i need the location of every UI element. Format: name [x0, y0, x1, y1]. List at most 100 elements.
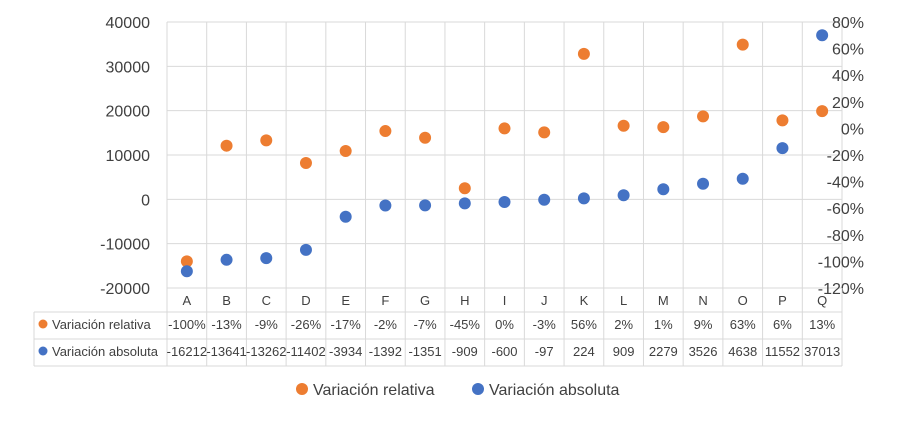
category-label: M: [658, 293, 669, 308]
table-value: 909: [613, 344, 635, 359]
category-label: Q: [817, 293, 827, 308]
point-relativa: [260, 134, 273, 147]
table-value: 4638: [728, 344, 757, 359]
table-value: -2%: [374, 317, 398, 332]
table-value: -13641: [206, 344, 246, 359]
primary-axis-ticks: 40000 30000 20000 10000 0 -10000 -20000: [100, 15, 150, 298]
table-value: -97: [535, 344, 554, 359]
table-value: -13%: [211, 317, 242, 332]
legend-item-relativa: Variación relativa: [296, 382, 435, 399]
table-value: -909: [452, 344, 478, 359]
legend-label-absoluta: Variación absoluta: [489, 382, 620, 399]
secondary-axis-tick-label: -80%: [827, 228, 864, 245]
data-table-values: -100% -13% -9% -26% -17% -2% -7% -45% 0% -3% 56% 2%…: [167, 317, 841, 359]
table-value: 6%: [773, 317, 792, 332]
point-relativa: [419, 131, 432, 144]
legend-item-absoluta: Variación absoluta: [472, 382, 620, 399]
point-relativa: [458, 182, 471, 195]
point-absoluta: [458, 197, 471, 210]
category-label: N: [698, 293, 707, 308]
primary-axis-tick-label: 10000: [106, 148, 151, 165]
data-table-grid: [33, 288, 843, 367]
secondary-axis-tick-label: 60%: [832, 42, 864, 59]
point-relativa: [538, 126, 551, 139]
point-absoluta: [498, 195, 511, 208]
category-labels: A B C D E F G H I J K L M N O P Q: [183, 293, 828, 308]
point-absoluta: [339, 210, 352, 223]
secondary-axis-tick-label: 20%: [832, 95, 864, 112]
category-label: F: [381, 293, 389, 308]
point-relativa: [697, 110, 710, 123]
primary-axis-tick-label: 0: [141, 192, 150, 209]
point-absoluta: [180, 265, 193, 278]
category-label: A: [183, 293, 192, 308]
point-absoluta: [577, 192, 590, 205]
point-absoluta: [220, 253, 233, 266]
table-value: -45%: [450, 317, 481, 332]
category-label: L: [620, 293, 627, 308]
point-relativa: [220, 139, 233, 152]
table-value: -1392: [369, 344, 402, 359]
point-absoluta: [617, 189, 630, 202]
point-relativa: [736, 38, 749, 51]
point-relativa: [657, 121, 670, 134]
table-value: 3526: [689, 344, 718, 359]
table-value: 63%: [730, 317, 756, 332]
data-table-row-relativa: Variación relativa: [38, 317, 152, 332]
point-relativa: [498, 122, 511, 135]
primary-axis-tick-label: -20000: [100, 281, 150, 298]
category-label: H: [460, 293, 469, 308]
category-label: K: [580, 293, 589, 308]
data-table: Variación relativa Variación absoluta -1…: [38, 317, 841, 359]
point-relativa: [776, 114, 789, 127]
table-value: -600: [491, 344, 517, 359]
data-table-row-absoluta: Variación absoluta: [38, 344, 159, 359]
legend-marker-absoluta: [472, 383, 484, 395]
table-value: -9%: [255, 317, 279, 332]
point-relativa: [339, 145, 352, 158]
category-label: I: [503, 293, 507, 308]
table-value: 56%: [571, 317, 597, 332]
legend-marker-relativa: [296, 383, 308, 395]
data-points: [180, 29, 829, 278]
point-relativa: [816, 105, 829, 118]
point-relativa: [180, 255, 193, 268]
table-value: 11552: [765, 344, 800, 359]
category-label: G: [420, 293, 430, 308]
table-value: -1351: [408, 344, 441, 359]
point-absoluta: [697, 177, 710, 190]
secondary-axis-tick-label: 0%: [841, 121, 864, 138]
legend-label-relativa: Variación relativa: [313, 382, 435, 399]
table-value: 224: [573, 344, 595, 359]
secondary-axis-tick-label: -20%: [827, 148, 864, 165]
table-value: -7%: [414, 317, 438, 332]
gridlines: [166, 21, 843, 289]
primary-axis-tick-label: 40000: [106, 15, 151, 32]
table-value: 2279: [649, 344, 678, 359]
point-relativa: [299, 156, 312, 169]
primary-axis-tick-label: -10000: [100, 237, 150, 254]
legend: Variación relativa Variación absoluta: [296, 382, 620, 399]
table-value: -11402: [286, 344, 326, 359]
table-value: 2%: [614, 317, 633, 332]
row-marker-absoluta: [38, 346, 48, 356]
category-label: E: [341, 293, 350, 308]
point-relativa: [617, 119, 630, 132]
secondary-axis-ticks: 80% 60% 40% 20% 0% -20% -40% -60% -80% -100% -120%: [818, 15, 864, 298]
point-absoluta: [538, 193, 551, 206]
primary-axis-tick-label: 20000: [106, 104, 151, 121]
category-label: J: [541, 293, 548, 308]
row-label-absoluta: Variación absoluta: [52, 344, 159, 359]
table-value: -16212: [167, 344, 207, 359]
table-value: 0%: [495, 317, 514, 332]
primary-axis-tick-label: 30000: [106, 59, 151, 76]
category-label: P: [778, 293, 787, 308]
secondary-axis-tick-label: -100%: [818, 254, 864, 271]
point-absoluta: [419, 199, 432, 212]
table-value: -3%: [533, 317, 557, 332]
point-absoluta: [379, 199, 392, 212]
category-label: C: [262, 293, 271, 308]
point-relativa: [379, 125, 392, 138]
secondary-axis-tick-label: 40%: [832, 68, 864, 85]
